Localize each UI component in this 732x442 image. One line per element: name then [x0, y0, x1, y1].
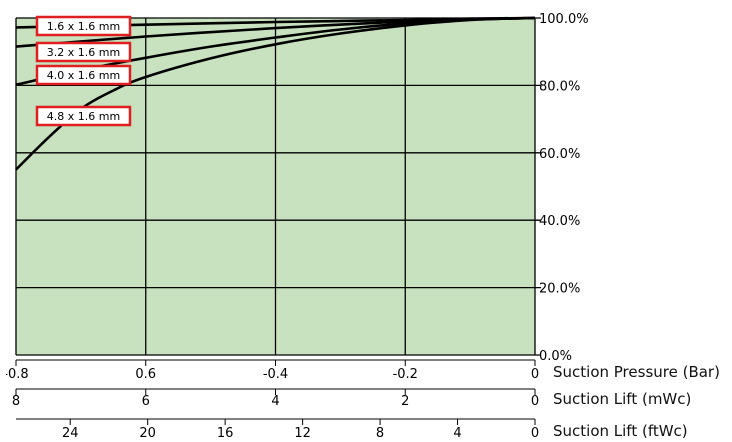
y-tick-label: 40.0%	[539, 214, 580, 229]
y-tick-label: 100.0%	[539, 12, 589, 27]
x-tick-label: 12	[294, 426, 311, 441]
series-labels: 1.6 x 1.6 mm 3.2 x 1.6 mm 4.0 x 1.6 mm 4.8 …	[35, 15, 132, 127]
y-tick-label: 80.0%	[539, 79, 580, 94]
series-label-2: 3.2 x 1.6 mm	[35, 41, 132, 63]
series-label-text: 4.8 x 1.6 mm	[47, 110, 120, 123]
series-label-text: 4.0 x 1.6 mm	[47, 69, 120, 82]
x-tick-label: 24	[62, 426, 79, 441]
x-tick-label: 0.6	[135, 367, 156, 382]
x-tick-label: 0	[531, 367, 539, 382]
series-label-text: 3.2 x 1.6 mm	[47, 46, 120, 59]
x-axis-title: Suction Lift (mWc)	[553, 390, 691, 408]
y-axis: 0.0% 20.0% 40.0% 60.0% 80.0% 100.0%	[539, 12, 589, 364]
y-tick-label: 20.0%	[539, 282, 580, 297]
series-label-box	[35, 105, 132, 127]
x-tick-label: 16	[217, 426, 234, 441]
series-label-box	[35, 41, 132, 63]
x-tick-label: 4	[453, 426, 461, 441]
series-label-4: 4.8 x 1.6 mm	[35, 105, 132, 127]
x-axis-title: Suction Lift (ftWc)	[553, 422, 688, 440]
grid-lines	[15, 17, 541, 356]
x-axes: -0.8 0.6 -0.4 -0.2 0 Suction Pressure (Bar) 8 6…	[3, 359, 720, 441]
x-tick-label: 0	[531, 394, 539, 409]
x-tick-label: -0.8	[3, 367, 28, 382]
x-tick-label: -0.2	[393, 367, 418, 382]
x-tick-label: 0	[531, 426, 539, 441]
x-tick-label: -0.4	[263, 367, 288, 382]
x-tick-label: 4	[271, 394, 279, 409]
x-tick-label: 6	[142, 394, 150, 409]
x-tick-label: 8	[12, 394, 20, 409]
series-label-text: 1.6 x 1.6 mm	[47, 20, 120, 33]
x-axis-title: Suction Pressure (Bar)	[553, 363, 720, 381]
series-label-box	[35, 15, 132, 37]
series-label-1: 1.6 x 1.6 mm	[35, 15, 132, 37]
x-tick-label: 8	[376, 426, 384, 441]
y-tick-label: 60.0%	[539, 147, 580, 162]
y-tick-label: 0.0%	[539, 349, 572, 364]
series-label-3: 4.0 x 1.6 mm	[35, 64, 132, 86]
series-label-box	[35, 64, 132, 86]
x-tick-label: 20	[139, 426, 156, 441]
x-tick-label: 2	[401, 394, 409, 409]
